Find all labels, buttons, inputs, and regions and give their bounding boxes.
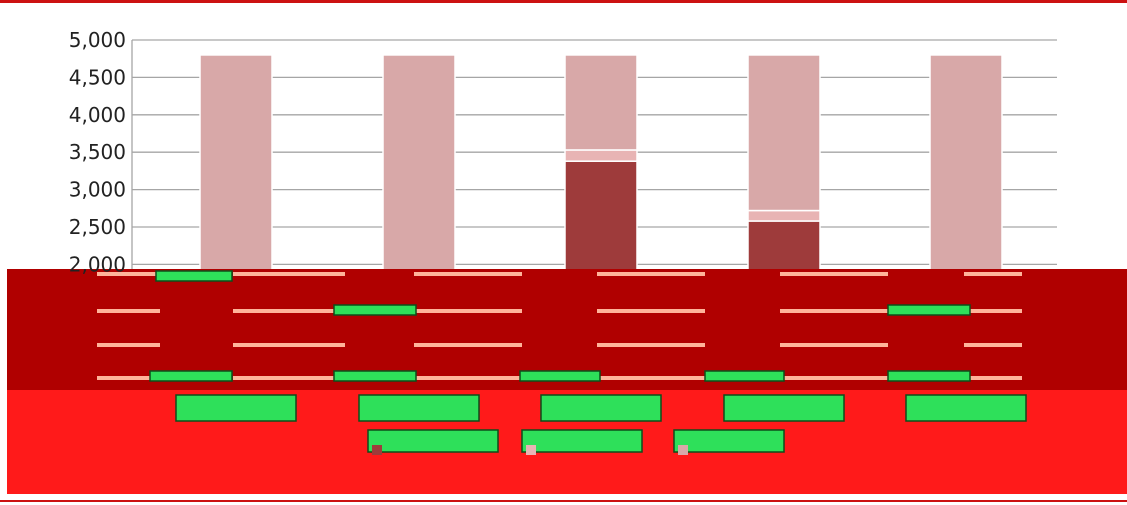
gridline-fragment <box>597 309 705 313</box>
gridline-fragment <box>597 376 705 380</box>
gridline-fragment <box>233 376 345 380</box>
bar-top-fragment <box>333 370 417 382</box>
gridline-fragment <box>414 376 522 380</box>
y-tick-label: 3,000 <box>69 178 126 202</box>
category-label-box <box>175 394 297 422</box>
gridline-fragment <box>964 272 1022 276</box>
gridline-fragment <box>233 343 345 347</box>
bottom-frame-border <box>0 500 1127 502</box>
gridline-fragment <box>964 343 1022 347</box>
bar-top-fragment <box>155 270 233 282</box>
gridline-fragment <box>233 309 345 313</box>
bar-top-fragment <box>887 304 971 316</box>
gridline-fragment <box>97 309 160 313</box>
gridline-fragment <box>780 309 888 313</box>
legend-item-box <box>673 429 785 453</box>
gridline-fragment <box>780 272 888 276</box>
bar-top-fragment <box>519 370 601 382</box>
y-tick-label: 2,500 <box>69 215 126 239</box>
legend-item-box <box>521 429 643 453</box>
y-tick-label: 3,500 <box>69 140 126 164</box>
y-tick-label: 5,000 <box>69 28 126 52</box>
gridline-fragment <box>97 343 160 347</box>
bar-top-fragment <box>149 370 233 382</box>
bar-top-fragment <box>704 370 785 382</box>
y-tick-label: 4,000 <box>69 103 126 127</box>
gridline-fragment <box>597 343 705 347</box>
y-tick-label: 4,500 <box>69 65 126 89</box>
legend-swatch <box>372 445 382 455</box>
gridline-fragment <box>97 376 160 380</box>
bar-segment-3 <box>747 54 821 212</box>
category-label-box <box>540 394 662 422</box>
gridline-fragment <box>780 376 888 380</box>
legend-swatch <box>678 445 688 455</box>
gridline-fragment <box>964 309 1022 313</box>
legend <box>372 445 688 455</box>
gridline-fragment <box>414 343 522 347</box>
y-tick-label: 2,000 <box>69 252 126 276</box>
bar-top-fragment <box>333 304 417 316</box>
bar-segment-3 <box>564 54 638 151</box>
top-frame-border <box>0 0 1127 3</box>
gridline-fragment <box>233 272 345 276</box>
gridline-fragment <box>414 309 522 313</box>
bar-top-fragment <box>887 370 971 382</box>
gridline-fragment <box>597 272 705 276</box>
category-label-box <box>358 394 480 422</box>
category-label-box <box>905 394 1027 422</box>
y-axis-ticks: 2,000 2,500 3,000 3,500 4,000 4,500 5,000 <box>69 28 126 276</box>
category-label-box <box>723 394 845 422</box>
gridline-fragment <box>414 272 522 276</box>
legend-item-box <box>367 429 499 453</box>
gridline-fragment <box>964 376 1022 380</box>
bar-segment-2 <box>747 209 821 222</box>
render-artifact-overlay <box>7 269 1127 494</box>
gridline-fragment <box>780 343 888 347</box>
legend-swatch <box>526 445 536 455</box>
bar-segment-2 <box>564 149 638 162</box>
gridline-fragment <box>97 272 160 276</box>
